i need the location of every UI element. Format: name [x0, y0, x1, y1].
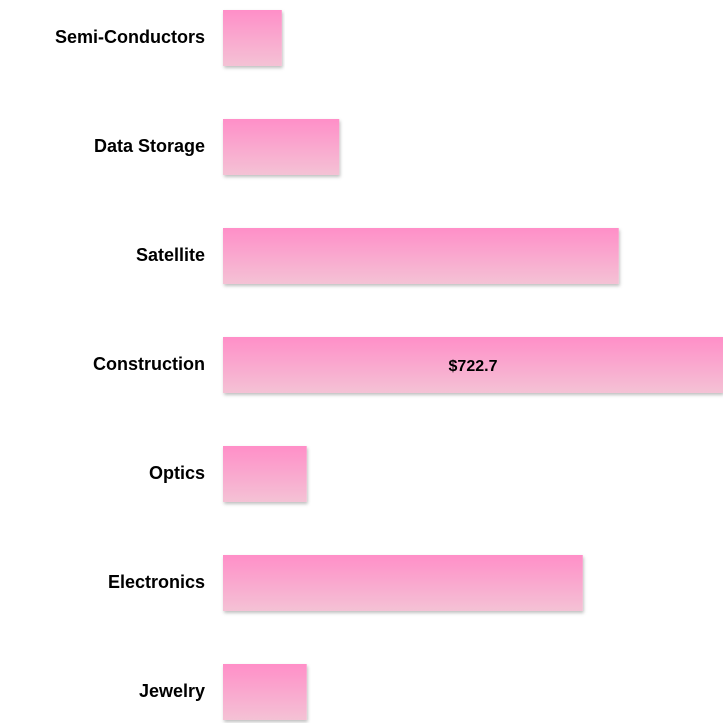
- category-label: Jewelry: [139, 681, 205, 701]
- category-label: Data Storage: [94, 136, 205, 156]
- bar: [223, 10, 282, 66]
- bar: [223, 119, 340, 175]
- category-label: Construction: [93, 354, 205, 374]
- category-label: Electronics: [108, 572, 205, 592]
- bar: [223, 337, 723, 393]
- bar: [223, 446, 307, 502]
- category-label: Optics: [149, 463, 205, 483]
- category-label: Semi-Conductors: [55, 27, 205, 47]
- bar: [223, 555, 583, 611]
- bar: [223, 664, 307, 720]
- bar: [223, 228, 619, 284]
- value-label: $722.7: [449, 358, 498, 375]
- category-label: Satellite: [136, 245, 205, 265]
